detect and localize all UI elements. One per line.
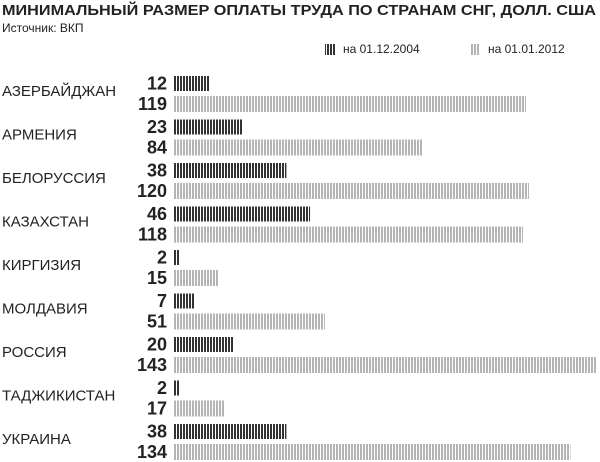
- bar: [174, 206, 311, 222]
- category-label: МОЛДАВИЯ: [2, 300, 88, 317]
- bar: [174, 380, 180, 396]
- category-label: КИРГИЗИЯ: [2, 257, 81, 274]
- chart-title: МИНИМАЛЬНЫЙ РАЗМЕР ОПЛАТЫ ТРУДА ПО СТРАН…: [2, 1, 596, 19]
- bar: [174, 444, 571, 460]
- bar: [174, 250, 180, 265]
- legend-label: на 01.01.2012: [488, 42, 565, 56]
- bar: [174, 226, 524, 243]
- legend-swatch: [470, 44, 480, 55]
- value-label: 118: [138, 224, 167, 244]
- value-label: 2: [157, 378, 167, 398]
- value-label: 7: [157, 291, 167, 311]
- bar: [174, 293, 195, 309]
- legend-swatch: [325, 44, 335, 55]
- bar: [174, 313, 325, 330]
- bar: [174, 337, 234, 352]
- value-label: 15: [147, 268, 167, 288]
- value-label: 84: [147, 137, 167, 157]
- value-label: 51: [147, 311, 167, 331]
- bar: [174, 357, 597, 373]
- category-label: РОССИЯ: [2, 344, 67, 361]
- category-label: УКРАИНА: [2, 431, 71, 448]
- value-label: 12: [147, 73, 167, 93]
- value-label: 38: [147, 160, 167, 180]
- value-label: 20: [147, 334, 167, 354]
- bar: [174, 119, 243, 135]
- value-label: 23: [147, 117, 167, 137]
- bar: [174, 400, 225, 417]
- legend-label: на 01.12.2004: [343, 42, 420, 56]
- bar: [174, 270, 219, 286]
- bar: [174, 163, 287, 178]
- category-label: БЕЛОРУССИЯ: [2, 170, 106, 187]
- bar: [174, 96, 527, 112]
- value-label: 46: [147, 204, 167, 224]
- value-label: 143: [137, 355, 167, 375]
- bar: [174, 139, 423, 156]
- value-label: 120: [137, 181, 167, 201]
- value-label: 38: [147, 421, 167, 441]
- category-label: КАЗАХСТАН: [2, 213, 89, 230]
- category-label: АРМЕНИЯ: [2, 126, 77, 143]
- value-label: 2: [157, 247, 167, 267]
- bar: [174, 424, 287, 439]
- value-label: 119: [138, 94, 167, 114]
- category-label: АЗЕРБАЙДЖАН: [2, 82, 116, 100]
- value-label: 17: [147, 398, 167, 418]
- value-label: 134: [137, 442, 167, 462]
- bar: [174, 76, 210, 91]
- category-label: ТАДЖИКИСТАН: [2, 387, 115, 404]
- chart-subtitle: Источник: ВКП: [2, 21, 84, 35]
- bar: [174, 183, 529, 199]
